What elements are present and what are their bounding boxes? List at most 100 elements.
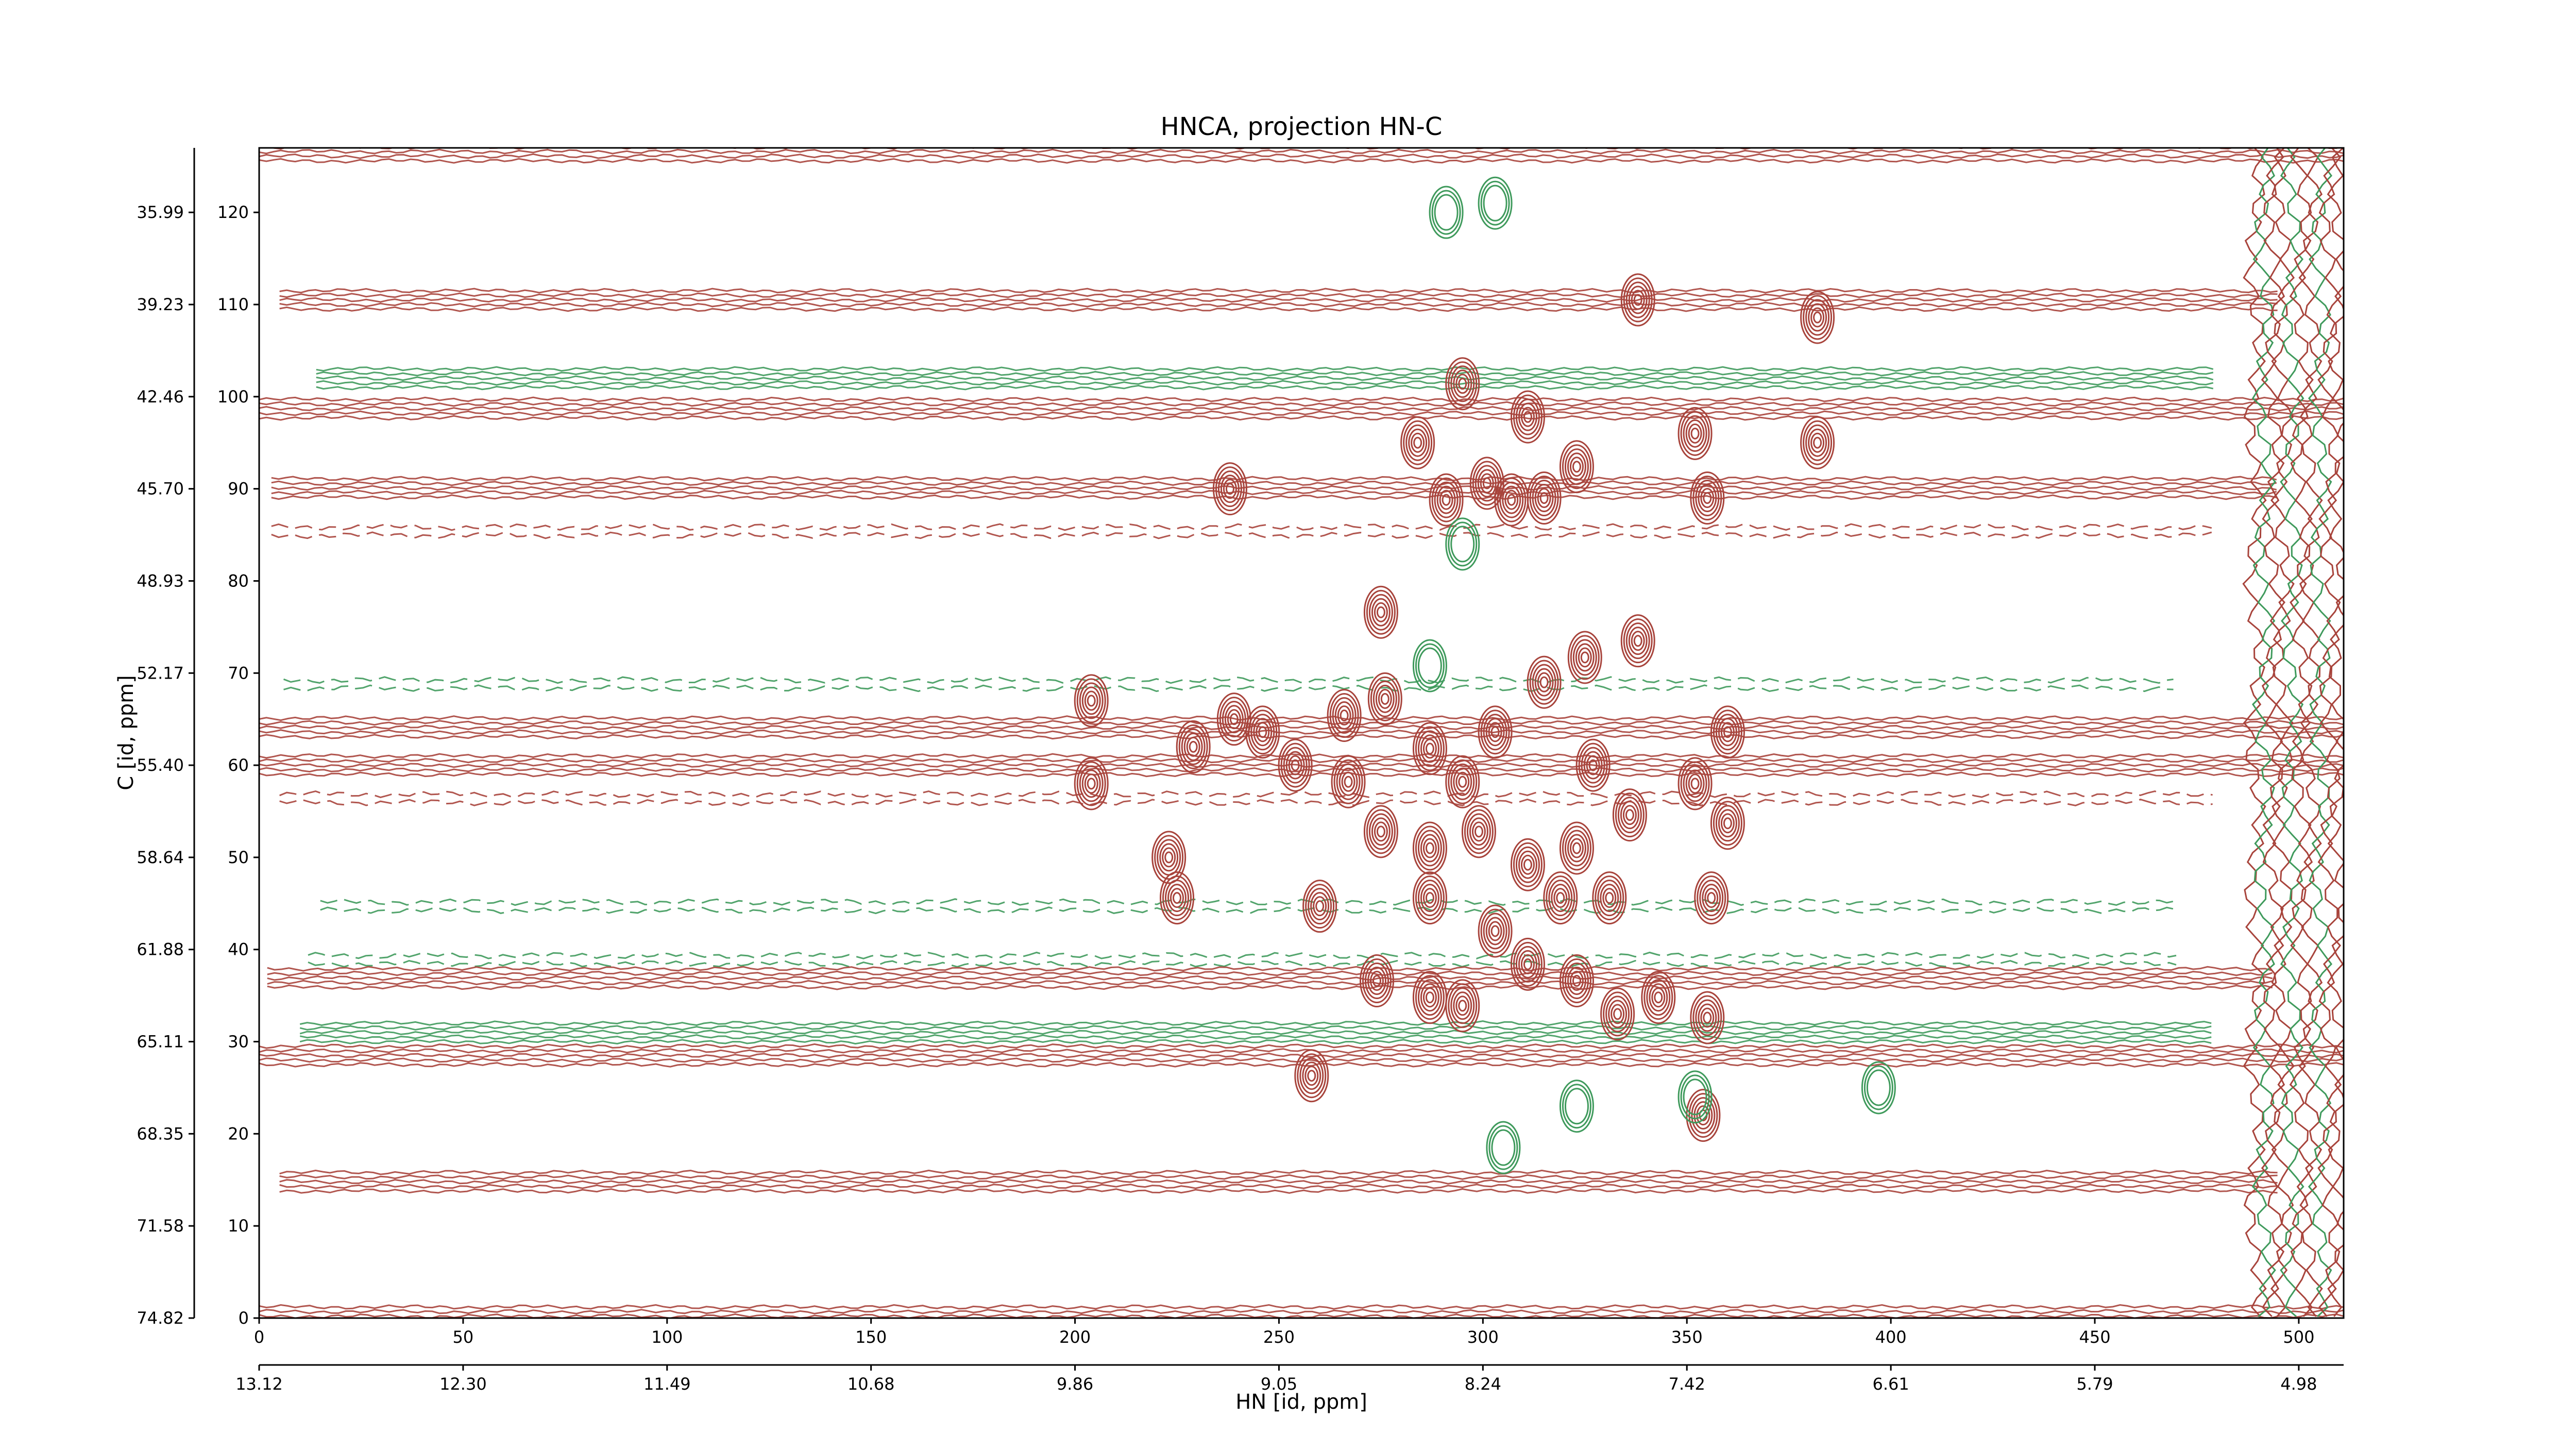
contour-level <box>1677 407 1713 460</box>
contour-level <box>1225 483 1234 495</box>
contour-level <box>1415 975 1445 1020</box>
x2-tick-label: 8.24 <box>1465 1374 1501 1394</box>
contour-level <box>1367 967 1386 996</box>
contour-level <box>1450 763 1475 800</box>
contour-level <box>1633 294 1642 306</box>
contour-level <box>1380 693 1389 705</box>
contour-level <box>1518 850 1537 879</box>
contour-level <box>1288 755 1302 775</box>
contour-level <box>1302 1061 1321 1090</box>
contour-level <box>1625 281 1650 318</box>
contour-level <box>1600 987 1635 1041</box>
contour-level <box>1569 457 1584 477</box>
ridge-line <box>316 366 2214 372</box>
contour-level <box>1570 635 1600 680</box>
peak <box>1445 357 1480 411</box>
contour-level <box>1445 357 1480 411</box>
contour-level <box>1690 427 1700 440</box>
x2-tick-label: 12.30 <box>439 1374 487 1394</box>
contour-level <box>1553 888 1568 908</box>
contour-level <box>1539 492 1549 504</box>
contour-level <box>1622 805 1637 825</box>
peak <box>1612 788 1647 842</box>
contour-level <box>1483 913 1507 950</box>
ridge-line <box>259 401 2344 407</box>
x-tick-label: 0 <box>254 1327 264 1347</box>
contour-level <box>1597 880 1622 917</box>
peak <box>1559 1079 1594 1133</box>
ridge-line <box>259 757 2344 764</box>
contour-level <box>1491 1129 1516 1166</box>
contour-level <box>1800 416 1835 469</box>
ridge <box>259 396 2344 421</box>
contour-level <box>1677 757 1713 811</box>
contour-level <box>1450 526 1475 563</box>
edge-noise <box>2261 148 2285 1318</box>
contour-level <box>1532 480 1556 517</box>
contour-level <box>1532 664 1556 701</box>
contour-level <box>1076 678 1106 723</box>
contour-level <box>1497 477 1527 522</box>
contour-level <box>1697 875 1726 921</box>
contour-level <box>1690 778 1700 790</box>
contour-level <box>1422 888 1437 908</box>
ridge-line <box>316 380 2214 386</box>
contour-level <box>1369 971 1384 991</box>
ridge-line <box>316 384 2214 391</box>
contour-level <box>1466 813 1491 850</box>
ridge-line <box>279 292 2278 298</box>
y2-tick-label: 65.11 <box>137 1032 184 1052</box>
contour-level <box>1368 594 1393 631</box>
contour-level <box>1510 937 1545 991</box>
ridge-line <box>259 410 2344 416</box>
contour-level <box>1334 701 1354 730</box>
ridge-line <box>259 715 2344 721</box>
contour-level <box>1480 710 1510 755</box>
plot-area <box>259 148 2344 1318</box>
contour-level <box>1617 797 1642 834</box>
contour-level <box>1422 987 1437 1008</box>
ridge-line <box>279 1188 2278 1194</box>
contour-level <box>1160 871 1195 925</box>
contour-level <box>1803 420 1833 465</box>
contour-level <box>1562 958 1591 1004</box>
peak <box>1527 471 1562 525</box>
contour-level <box>1520 954 1535 974</box>
ridge <box>316 366 2214 391</box>
contour-level <box>1173 892 1182 904</box>
ridge-line <box>299 1030 2212 1036</box>
ridge-line <box>259 734 2344 740</box>
contour-level <box>1631 290 1645 310</box>
contour-level <box>1691 1097 1716 1134</box>
y2-tick-label: 52.17 <box>137 663 184 683</box>
ridge-line <box>271 523 2212 531</box>
contour-level <box>1623 618 1653 664</box>
contour-level <box>1680 1074 1710 1120</box>
contour-level <box>1559 440 1594 494</box>
peak <box>1412 722 1447 775</box>
x2-tick-label: 7.42 <box>1669 1374 1705 1394</box>
contour-level <box>1359 954 1394 1008</box>
contour-level <box>1720 813 1735 834</box>
contour-level <box>1313 896 1327 917</box>
x2-tick-label: 5.79 <box>2076 1374 2113 1394</box>
peak <box>1363 805 1398 858</box>
ridge <box>308 951 2177 968</box>
y2-tick-label: 39.23 <box>137 295 184 314</box>
contour-level <box>1813 436 1822 449</box>
ridge-line <box>299 1034 2212 1040</box>
y-tick-label: 60 <box>228 755 249 775</box>
contour-level <box>1578 743 1608 788</box>
contour-level <box>1620 273 1655 327</box>
contour-level <box>1723 726 1732 738</box>
contour-level <box>1164 851 1174 864</box>
contour-level <box>1302 880 1337 933</box>
ridge-line <box>283 676 2174 684</box>
contour-level <box>1450 365 1475 402</box>
x-tick-label: 50 <box>453 1327 474 1347</box>
ridge-line <box>279 1183 2278 1189</box>
contour-level <box>1278 738 1313 792</box>
y2-tick-label: 48.93 <box>137 571 184 590</box>
contour-level <box>1448 361 1478 407</box>
